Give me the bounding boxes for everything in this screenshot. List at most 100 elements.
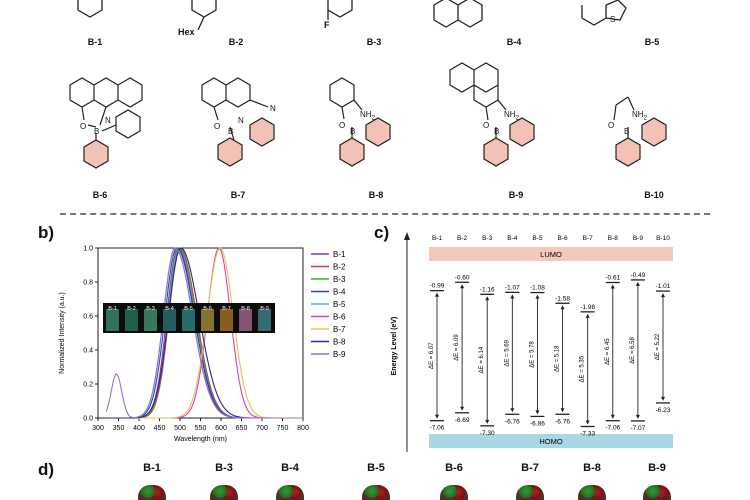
atom-nh-b8-text: NH <box>360 110 372 119</box>
panel-label-c: c) <box>374 223 390 242</box>
compound-label-b3: B-3 <box>366 37 382 47</box>
gap-value: ΔE = 5.78 <box>529 341 535 368</box>
x-tick-label: 550 <box>195 425 207 432</box>
gap-arrowhead-up <box>661 293 665 298</box>
gap-value: ΔE = 6.07 <box>429 342 435 369</box>
gap-arrowhead-up <box>435 292 439 297</box>
ring-b4b <box>457 0 483 28</box>
gap-value: ΔE = 6.09 <box>454 334 460 361</box>
legend-label-b-3: B-3 <box>333 275 346 284</box>
x-tick-label: 350 <box>113 425 125 432</box>
atom-nh-b9-text: NH <box>504 110 516 119</box>
vial-label: B-8 <box>241 306 250 312</box>
homo-value: -6.76 <box>555 418 570 425</box>
x-tick-label: 750 <box>277 425 289 432</box>
atom-b-b9: B <box>494 127 500 136</box>
atom-o-b9: O <box>483 121 490 130</box>
phenyl-b10-a <box>615 137 641 167</box>
lumo-value: -1.58 <box>555 295 570 302</box>
x-tick-label: 650 <box>236 425 248 432</box>
gap-arrowhead-up <box>460 284 465 289</box>
energy-compound-label: B-4 <box>507 235 518 242</box>
structure-b6 <box>69 77 143 145</box>
y-axis-label: Normalized Intensity (a.u.) <box>59 292 66 374</box>
atom-o-b7: O <box>214 122 221 131</box>
y-tick-label: 0.0 <box>83 416 93 423</box>
y-tick-label: 0.8 <box>83 280 93 287</box>
x-tick-label: 500 <box>174 425 186 432</box>
ring-b1 <box>77 0 103 18</box>
atom-nh-b10-text: NH <box>632 110 644 119</box>
gap-arrowhead-down <box>635 414 640 419</box>
ring-b2 <box>191 0 217 18</box>
vial-label: B-9 <box>260 306 269 312</box>
energy-compound-label: B-3 <box>482 235 493 242</box>
atom-b-b10: B <box>624 127 630 136</box>
atom-o-b8: O <box>339 121 346 130</box>
x-tick-label: 450 <box>154 425 166 432</box>
lumo-value: -0.61 <box>605 275 620 282</box>
legend-label-b-6: B-6 <box>333 313 346 322</box>
atom-b-b6: B <box>94 127 100 136</box>
gap-arrowhead-up <box>510 294 515 299</box>
orbital-label-b-4: B-4 <box>281 462 299 474</box>
y-tick-label: 0.6 <box>83 314 93 321</box>
orbital-image-b-3 <box>210 485 238 500</box>
y-tick-label: 1.0 <box>83 246 93 253</box>
gap-arrowhead-up <box>585 313 590 318</box>
phenyl-b8-a <box>339 137 365 167</box>
atom-nh-b8-sub: 2 <box>371 115 375 122</box>
atom-nh2-b10: NH2 <box>632 110 647 122</box>
x-tick-label: 300 <box>92 425 104 432</box>
phenyl-b10-b <box>641 117 667 147</box>
gap-value: ΔE = 5.69 <box>504 339 510 366</box>
atom-b-b8: B <box>350 127 356 136</box>
orbital-label-b-9: B-9 <box>648 462 666 474</box>
structure-b10 <box>613 96 635 139</box>
orbital-label-b-6: B-6 <box>445 462 463 474</box>
substituent-f: F <box>324 20 330 30</box>
homo-value: -6.23 <box>656 407 671 414</box>
gap-value: ΔE = 6.58 <box>630 337 636 364</box>
gap-arrowhead-up <box>485 296 490 301</box>
gap-value: ΔE = 6.14 <box>479 346 485 373</box>
homo-value: -6.76 <box>505 418 520 425</box>
phenyl-b6-a <box>83 139 109 169</box>
ring-b3 <box>327 0 353 18</box>
phenyl-b8-b <box>365 117 391 147</box>
structure-b9 <box>449 62 507 139</box>
energy-axis-arrow <box>404 232 410 240</box>
energy-compound-label: B-9 <box>633 235 644 242</box>
gap-arrowhead-up <box>610 284 615 289</box>
panel-label-b: b) <box>38 223 55 242</box>
orbital-image-b-4 <box>276 485 304 500</box>
energy-compound-label: B-7 <box>583 235 594 242</box>
vial-b-5 <box>182 309 195 331</box>
atom-n-b7: N <box>238 116 244 125</box>
lumo-value: -1.07 <box>505 284 520 291</box>
atom-s-b5: S <box>610 15 616 24</box>
homo-value: -7.33 <box>580 431 595 438</box>
orbital-label-b-1: B-1 <box>143 462 161 474</box>
gap-value: ΔE = 5.35 <box>580 355 586 382</box>
lumo-value: -1.16 <box>480 286 495 293</box>
homo-band <box>429 434 673 448</box>
lumo-value: -0.60 <box>455 274 470 281</box>
vial-b-4 <box>163 309 176 331</box>
energy-compound-label: B-1 <box>432 235 443 242</box>
top-structures <box>77 0 627 31</box>
x-tick-label: 700 <box>256 425 268 432</box>
gap-arrowhead-down <box>661 396 665 401</box>
phenyl-b6-b <box>115 109 141 139</box>
vial-label: B-5 <box>184 306 193 312</box>
orbital-label-b-8: B-8 <box>583 462 601 474</box>
homo-value: -7.06 <box>430 425 445 432</box>
panel-label-d: d) <box>38 460 55 479</box>
energy-compound-label: B-6 <box>557 235 568 242</box>
legend-label-b-7: B-7 <box>333 325 346 334</box>
ring-b5b <box>605 0 627 21</box>
lumo-band <box>429 247 673 261</box>
compound-label-b2: B-2 <box>228 37 244 47</box>
atom-cn-b7: N <box>270 104 276 113</box>
phenyl-b9-b <box>509 117 535 147</box>
